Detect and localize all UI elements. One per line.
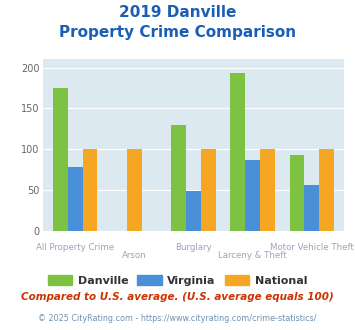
Text: Arson: Arson bbox=[122, 251, 147, 260]
Bar bbox=[290, 155, 305, 231]
Bar bbox=[245, 160, 260, 231]
Bar bbox=[186, 191, 201, 231]
Legend: Danville, Virginia, National: Danville, Virginia, National bbox=[44, 271, 311, 289]
Bar bbox=[53, 88, 68, 231]
Bar bbox=[201, 149, 216, 231]
Bar bbox=[68, 167, 83, 231]
Text: Motor Vehicle Theft: Motor Vehicle Theft bbox=[270, 243, 354, 251]
Text: All Property Crime: All Property Crime bbox=[36, 243, 114, 251]
Text: Burglary: Burglary bbox=[175, 243, 212, 251]
Text: 2019 Danville: 2019 Danville bbox=[119, 5, 236, 20]
Text: Property Crime Comparison: Property Crime Comparison bbox=[59, 25, 296, 40]
Bar bbox=[82, 149, 97, 231]
Text: © 2025 CityRating.com - https://www.cityrating.com/crime-statistics/: © 2025 CityRating.com - https://www.city… bbox=[38, 314, 317, 323]
Text: Compared to U.S. average. (U.S. average equals 100): Compared to U.S. average. (U.S. average … bbox=[21, 292, 334, 302]
Text: Larceny & Theft: Larceny & Theft bbox=[218, 251, 287, 260]
Bar bbox=[319, 149, 334, 231]
Bar bbox=[304, 185, 319, 231]
Bar bbox=[171, 125, 186, 231]
Bar bbox=[260, 149, 275, 231]
Bar bbox=[230, 73, 245, 231]
Bar bbox=[127, 149, 142, 231]
